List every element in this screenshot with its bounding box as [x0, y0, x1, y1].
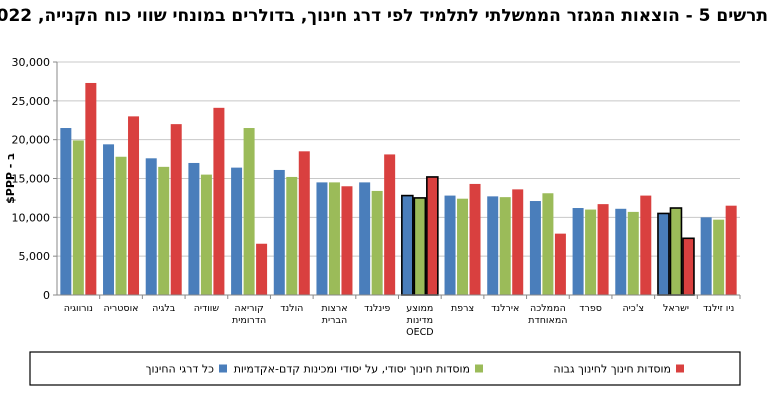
bar	[384, 154, 396, 295]
bar	[188, 162, 200, 295]
legend-swatch	[676, 364, 684, 373]
chart-title: תרשים 5 - הוצאות המגזר הממשלתי לתלמיד לפ…	[0, 6, 768, 26]
x-tick-label: צ'כיה	[622, 303, 644, 314]
x-tick-label: הדרומית	[232, 315, 266, 326]
bar	[145, 158, 157, 295]
x-tick-label: ארצות	[321, 303, 347, 314]
y-tick-label: 0	[43, 289, 50, 302]
x-tick-label: קוריאה	[234, 303, 264, 314]
bar	[657, 212, 670, 296]
bar	[597, 204, 609, 295]
bar	[413, 197, 427, 296]
legend: כל דרגי החינוך מוסדות חינוך יסודי, על יסו…	[29, 351, 741, 386]
bar	[341, 186, 353, 295]
bar	[542, 193, 554, 295]
bar	[627, 211, 639, 295]
bar	[273, 169, 285, 295]
bar	[725, 205, 737, 295]
bar	[213, 107, 225, 295]
bar	[298, 151, 310, 295]
y-tick-label: 5,000	[19, 250, 51, 263]
y-tick-label: 30,000	[12, 56, 51, 69]
bar	[585, 209, 597, 295]
x-tick-label: ממוצע	[406, 303, 433, 314]
bar	[128, 116, 140, 295]
bar	[103, 144, 115, 295]
bar	[60, 128, 72, 295]
bar	[713, 219, 725, 295]
bar	[115, 156, 127, 295]
bar	[328, 182, 340, 295]
y-tick-label: 20,000	[12, 134, 51, 147]
legend-label: כל דרגי החינוך	[146, 363, 215, 376]
bar	[682, 237, 695, 296]
x-tick-label: נורווגיה	[64, 303, 93, 314]
bar	[499, 197, 511, 295]
x-tick-label: ישראל	[663, 303, 689, 314]
bar	[316, 182, 328, 295]
legend-swatch	[475, 364, 483, 373]
x-tick-label: בלגיה	[152, 303, 176, 314]
bar	[72, 140, 84, 295]
y-tick-label: 10,000	[12, 211, 51, 224]
legend-swatch	[219, 364, 227, 373]
x-tick-label: ספרד	[579, 303, 602, 314]
bar	[615, 208, 627, 295]
x-tick-label: הולנד	[280, 303, 303, 314]
bar	[469, 183, 481, 295]
x-tick-label: הממלכה	[530, 303, 566, 314]
labels: 0 5,000 10,000 15,000 20,000 25,000 30,000 $PPP…	[4, 56, 734, 338]
bar	[512, 189, 524, 295]
x-tick-label: שוודיה	[194, 303, 220, 314]
bar	[669, 207, 683, 296]
x-tick-label: אוסטריה	[104, 303, 139, 314]
y-tick-label: 15,000	[12, 173, 51, 186]
bar	[572, 208, 584, 295]
axes	[53, 61, 741, 299]
legend-label: מוסדות חינוך לחינוך גבוה	[553, 363, 671, 376]
bar	[487, 196, 499, 295]
bar	[457, 198, 469, 295]
bar	[158, 166, 170, 295]
bar	[371, 190, 383, 295]
x-tick-label: OECD	[406, 327, 433, 338]
bar	[256, 243, 268, 295]
bar	[426, 176, 439, 296]
bar	[529, 201, 541, 295]
x-tick-label: פינלנד	[364, 303, 390, 314]
x-tick-label: הברית	[322, 315, 347, 326]
bar	[200, 174, 212, 295]
x-tick-label: אירלנד	[491, 303, 519, 314]
bar	[85, 82, 97, 295]
bar	[554, 233, 566, 295]
bar	[243, 128, 255, 295]
bar	[359, 182, 371, 295]
bar	[401, 194, 414, 296]
bars	[60, 82, 737, 296]
y-axis-label: $PPP - ב	[4, 153, 17, 204]
legend-box	[29, 351, 741, 386]
bar	[286, 176, 298, 295]
bar	[170, 124, 182, 295]
bar	[444, 195, 456, 295]
bar	[231, 167, 243, 295]
bar	[640, 195, 652, 295]
y-tick-label: 25,000	[12, 95, 51, 108]
x-tick-label: המאוחדת	[528, 315, 567, 326]
legend-label: מוסדות חינוך יסודי, על יסודי ומכינות קדם…	[234, 363, 470, 376]
bar	[700, 217, 712, 295]
x-tick-label: ניו זילנד	[703, 303, 734, 314]
x-tick-label: צרפת	[451, 303, 474, 314]
x-tick-label: מדינות	[407, 315, 433, 326]
